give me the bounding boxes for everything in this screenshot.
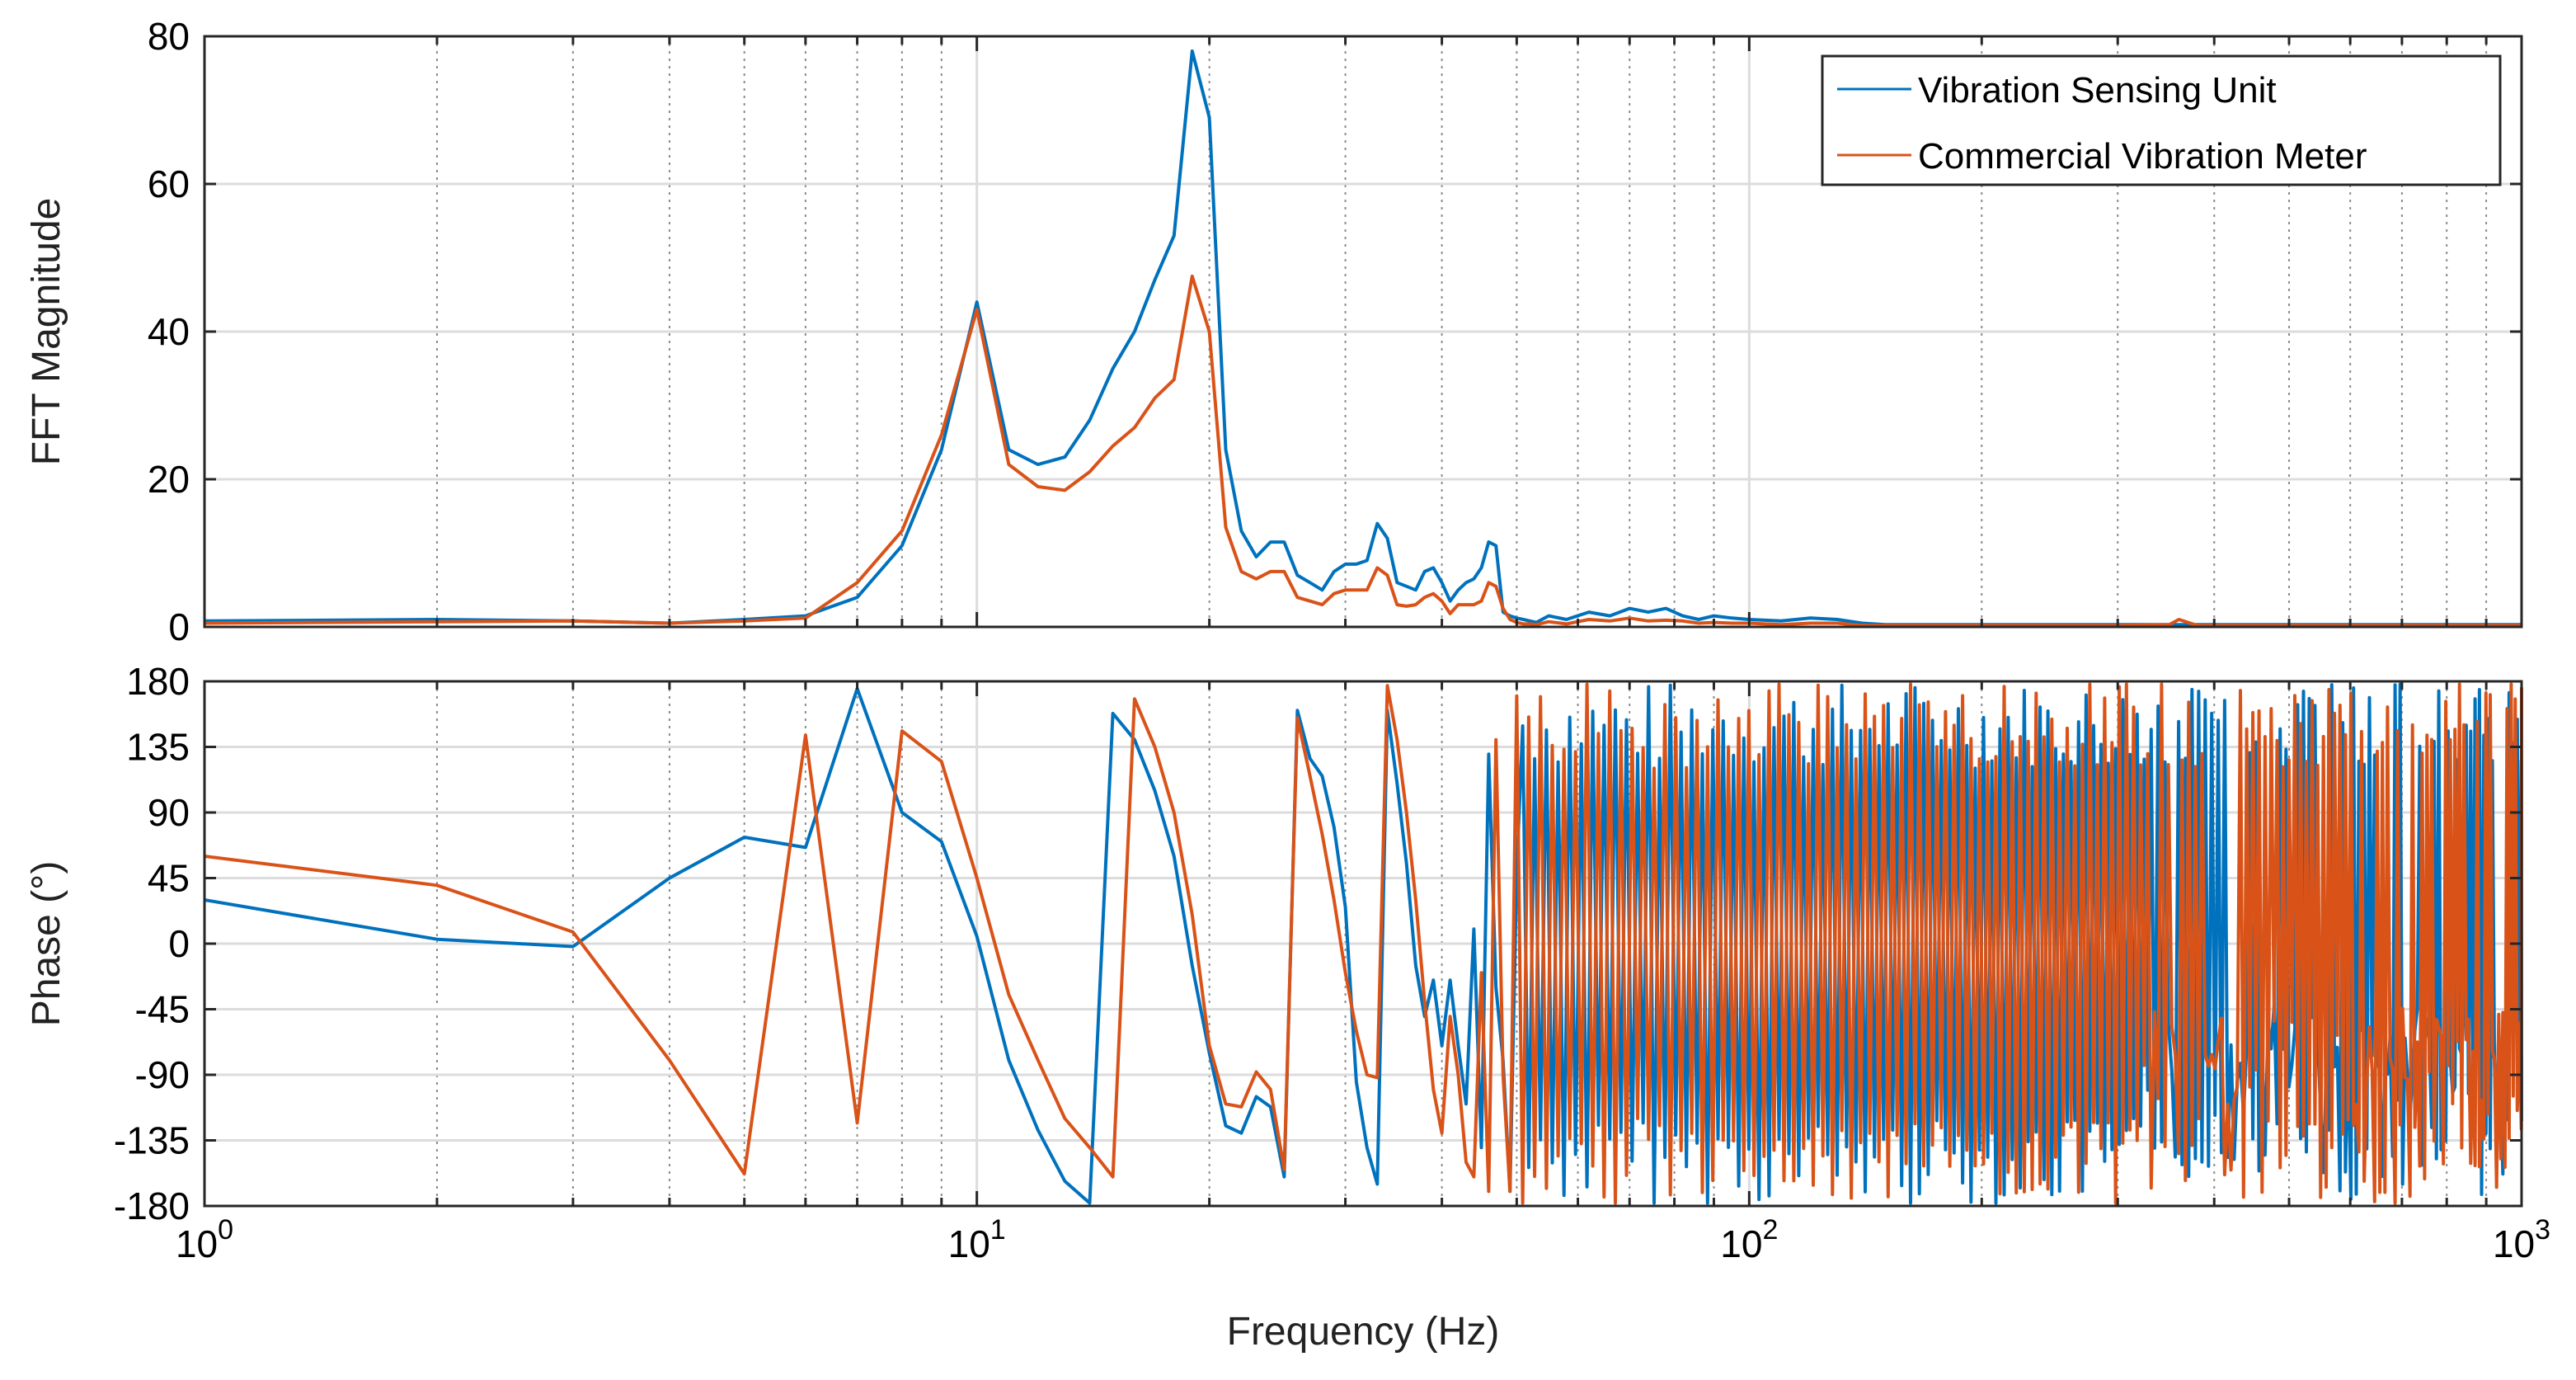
y-tick-label: 0 xyxy=(168,605,190,648)
series-line-vibration-sensing-unit xyxy=(204,49,2522,627)
phase-series xyxy=(204,682,2523,1205)
legend-box xyxy=(1821,54,2502,186)
phase-axes: -180 -135 -90 -45 0 45 90 135 180 100 101 102 103 P… xyxy=(25,660,2550,1354)
phase-frame xyxy=(203,680,2523,1208)
magnitude-series xyxy=(204,49,2522,628)
x-tick-label: 102 xyxy=(1720,1214,1778,1265)
legend[interactable]: Vibration Sensing Unit Commercial Vibrat… xyxy=(1821,54,2502,186)
x-axis-label: Frequency (Hz) xyxy=(1227,1310,1500,1354)
legend-label-cvm: Commercial Vibration Meter xyxy=(1918,136,2367,177)
y-tick-label: -180 xyxy=(114,1185,190,1227)
phase-y-label: Phase (°) xyxy=(25,861,68,1027)
y-tick-label: 45 xyxy=(148,857,190,900)
y-tick-label: 90 xyxy=(148,791,190,834)
legend-label-vsu: Vibration Sensing Unit xyxy=(1918,70,2277,111)
x-tick-label: 103 xyxy=(2493,1214,2550,1265)
y-tick-label: -135 xyxy=(114,1119,190,1162)
y-tick-label: 135 xyxy=(126,726,190,769)
y-tick-label: 180 xyxy=(126,660,190,703)
x-tick-label: 100 xyxy=(176,1214,233,1265)
magnitude-axes: 0 20 40 60 80 FFT Magnitude Vibration Sensin… xyxy=(25,15,2523,648)
y-tick-label: 60 xyxy=(148,162,190,205)
phase-x-ticks: 100 101 102 103 xyxy=(176,1214,2550,1265)
y-tick-label: 0 xyxy=(168,922,190,965)
y-tick-label: 20 xyxy=(148,458,190,501)
y-tick-label: -45 xyxy=(135,988,190,1031)
series-line-commercial-vibration-meter xyxy=(204,682,2523,1205)
y-tick-label: 80 xyxy=(148,15,190,58)
magnitude-y-label: FFT Magnitude xyxy=(25,198,68,466)
x-tick-label: 101 xyxy=(948,1214,1006,1265)
y-tick-label: 40 xyxy=(148,310,190,353)
y-tick-label: -90 xyxy=(135,1053,190,1096)
magnitude-frame xyxy=(203,35,2523,629)
magnitude-y-ticks: 0 20 40 60 80 xyxy=(148,15,2522,648)
series-line-commercial-vibration-meter xyxy=(204,274,2522,628)
phase-y-ticks: -180 -135 -90 -45 0 45 90 135 180 xyxy=(114,660,2522,1227)
